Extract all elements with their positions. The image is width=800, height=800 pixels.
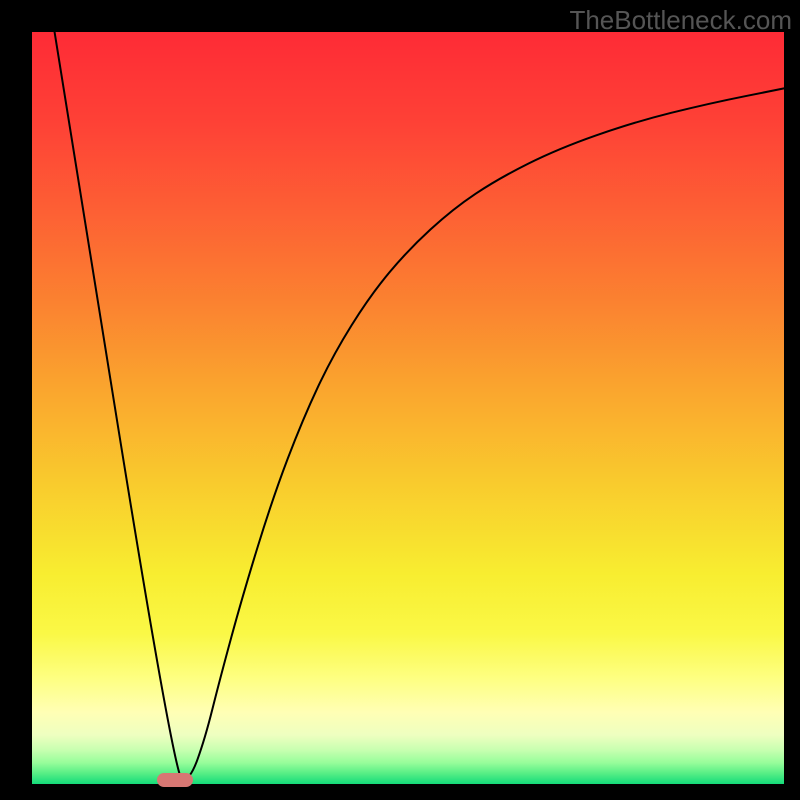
optimum-marker bbox=[157, 773, 193, 787]
watermark-text: TheBottleneck.com bbox=[569, 5, 792, 36]
plot-area bbox=[32, 32, 784, 784]
chart-container: TheBottleneck.com bbox=[0, 0, 800, 800]
